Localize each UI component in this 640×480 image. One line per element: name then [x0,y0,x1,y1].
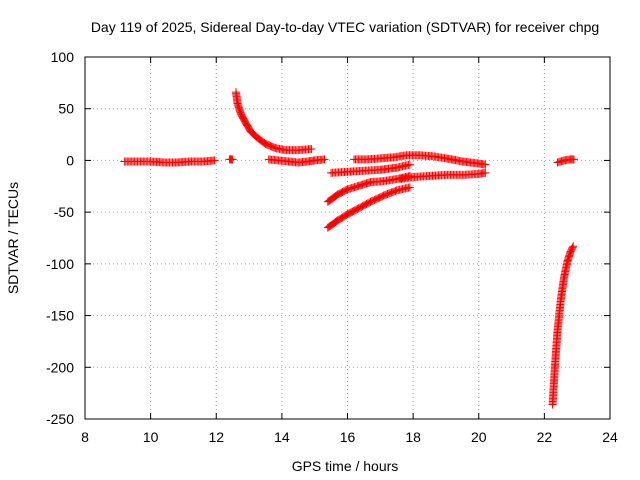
y-tick-label: -50 [54,204,74,220]
data-point [481,168,490,177]
series-seg8 [323,171,414,206]
data-point [405,183,414,192]
axis-ticks [84,56,611,420]
series-seg4 [264,155,329,167]
x-axis-label: GPS time / hours [292,458,399,474]
x-tick-label: 24 [602,429,618,445]
x-tick-label: 22 [537,429,553,445]
y-tick-label: -100 [46,256,74,272]
data-point [405,171,414,180]
y-axis-label: SDTVAR / TECUs [5,182,21,294]
data-point [228,155,237,164]
series-seg9 [323,183,414,232]
data-point [320,155,329,164]
x-tick-label: 12 [208,429,224,445]
x-tick-label: 8 [81,429,89,445]
series-seg6 [327,160,414,177]
series-seg11 [548,242,578,409]
data-points [120,88,578,409]
x-tick-label: 14 [274,429,290,445]
x-tick-label: 20 [471,429,487,445]
data-point [569,242,578,251]
series-seg5 [350,151,490,169]
data-point [210,156,219,165]
x-tick-label: 18 [405,429,421,445]
x-tick-labels: 8 10 12 14 16 18 20 22 24 [81,429,618,445]
grid-lines [85,57,610,419]
y-tick-label: -250 [46,411,74,427]
x-tick-label: 16 [340,429,356,445]
y-tick-label: 50 [58,101,74,117]
y-tick-label: -200 [46,359,74,375]
data-point [569,155,578,164]
series-seg1 [120,156,219,167]
series-seg2 [225,155,237,164]
series-seg10 [553,155,578,167]
data-point [481,160,490,169]
x-tick-label: 10 [143,429,159,445]
y-tick-label: 0 [66,152,74,168]
y-tick-label: -150 [46,308,74,324]
y-tick-labels: 100 50 0 -50 -100 -150 -200 -250 [46,49,74,427]
data-point [307,145,316,154]
series-seg3 [231,88,316,155]
chart-title: Day 119 of 2025, Sidereal Day-to-day VTE… [91,19,599,35]
y-tick-label: 100 [51,49,75,65]
data-point [568,243,577,252]
data-point [405,160,414,169]
